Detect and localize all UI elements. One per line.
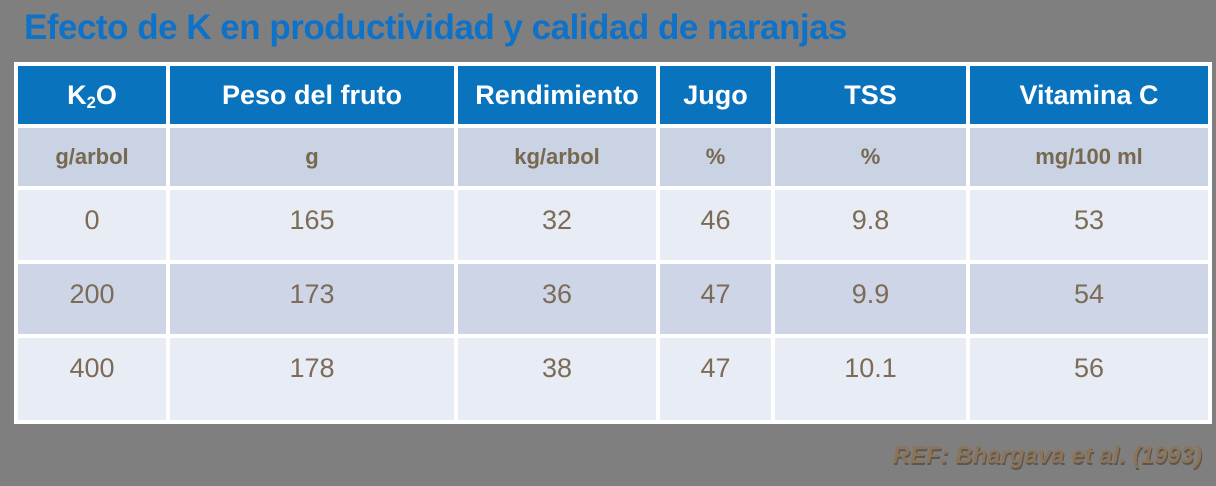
table-unit-row: g/arbol g kg/arbol%% mg/100 ml bbox=[18, 128, 1208, 186]
data-cell: 36 bbox=[458, 264, 656, 334]
table-header-row: K2O Peso del fruto Rendimiento Jugo TSS Vitam… bbox=[18, 66, 1208, 124]
data-cell: 47 bbox=[660, 338, 771, 420]
data-cell: 400 bbox=[18, 338, 166, 420]
subscript: 2 bbox=[86, 92, 96, 112]
page-title: Efecto de K en productividad y calidad d… bbox=[24, 8, 848, 47]
table-row: 400 178 38 47 10.1 56 bbox=[18, 338, 1208, 420]
table-row: 0 165 32 46 9.8 53 bbox=[18, 190, 1208, 260]
data-cell: 10.1 bbox=[775, 338, 966, 420]
header-cell: Jugo bbox=[660, 66, 771, 124]
unit-cell: g/arbol bbox=[18, 128, 166, 186]
data-cell: 38 bbox=[458, 338, 656, 420]
header-cell: Peso del fruto bbox=[170, 66, 454, 124]
unit-cell: g bbox=[170, 128, 454, 186]
data-cell: 9.9 bbox=[775, 264, 966, 334]
data-table: K2O Peso del fruto Rendimiento Jugo TSS Vitam… bbox=[14, 62, 1212, 424]
data-cell: 200 bbox=[18, 264, 166, 334]
data-cell: 9.8 bbox=[775, 190, 966, 260]
table-body: 0 165 32 46 9.8 53 200 173 36 47 9.9 54 400 178 38 47 10… bbox=[18, 190, 1208, 420]
header-cell: Rendimiento bbox=[458, 66, 656, 124]
header-cell: Vitamina C bbox=[970, 66, 1208, 124]
unit-cell: mg/100 ml bbox=[970, 128, 1208, 186]
header-cell: TSS bbox=[775, 66, 966, 124]
data-cell: 173 bbox=[170, 264, 454, 334]
data-cell: 0 bbox=[18, 190, 166, 260]
data-cell: 32 bbox=[458, 190, 656, 260]
unit-cell: % bbox=[775, 128, 966, 186]
data-cell: 53 bbox=[970, 190, 1208, 260]
table-row: 200 173 36 47 9.9 54 bbox=[18, 264, 1208, 334]
data-cell: 165 bbox=[170, 190, 454, 260]
data-cell: 54 bbox=[970, 264, 1208, 334]
data-cell: 56 bbox=[970, 338, 1208, 420]
unit-cell: kg/arbol bbox=[458, 128, 656, 186]
data-cell: 178 bbox=[170, 338, 454, 420]
reference-text: REF: Bhargava et al. (1993) bbox=[892, 442, 1202, 469]
data-cell: 46 bbox=[660, 190, 771, 260]
unit-cell: % bbox=[660, 128, 771, 186]
header-cell: K2O bbox=[18, 66, 166, 124]
data-cell: 47 bbox=[660, 264, 771, 334]
